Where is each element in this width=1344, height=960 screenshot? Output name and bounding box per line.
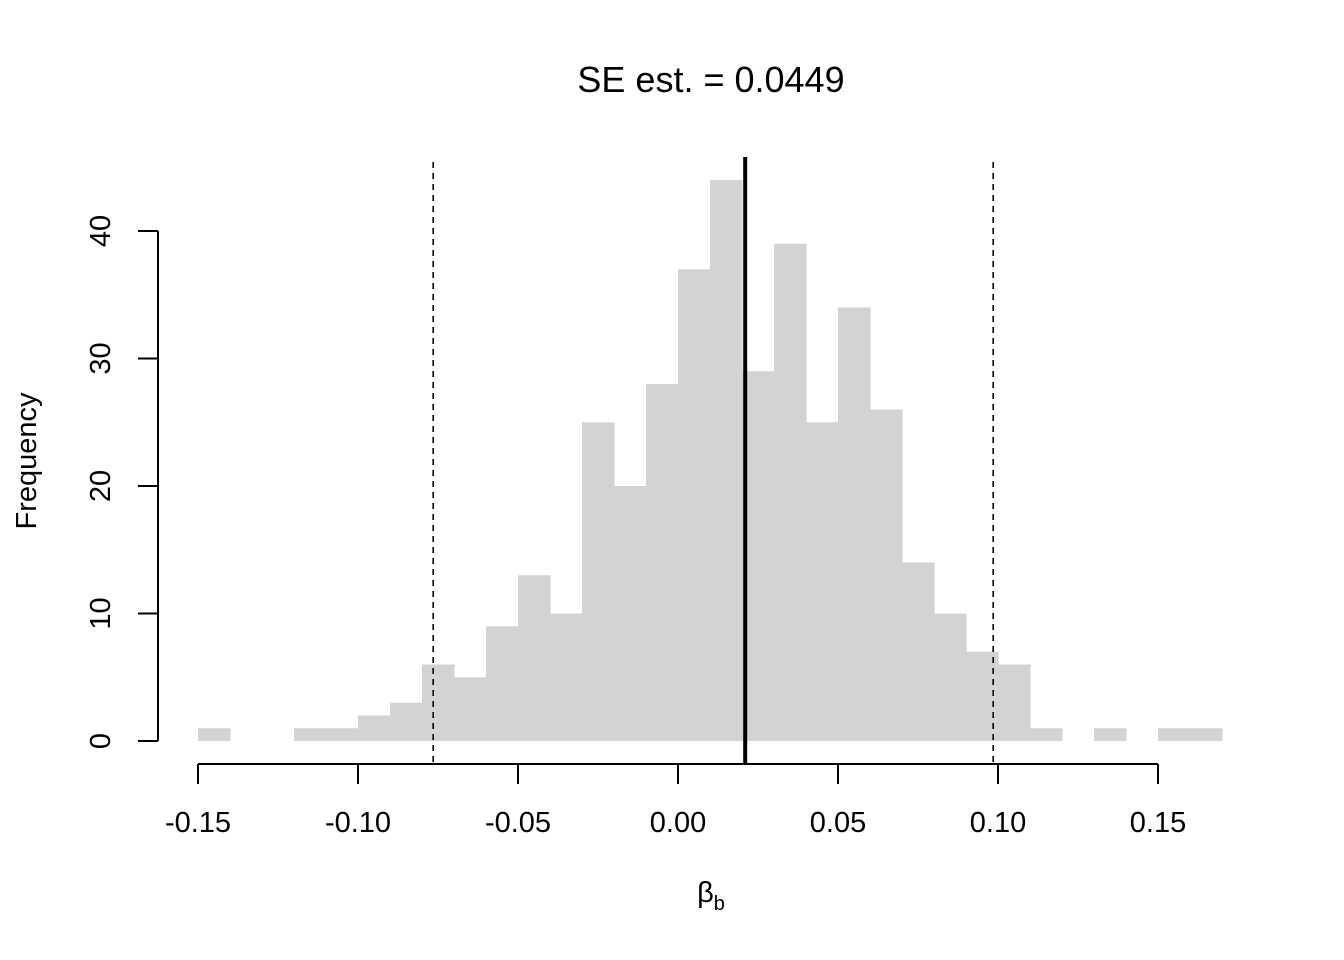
histogram-bar xyxy=(550,613,583,741)
y-axis: 0 10 20 30 40 xyxy=(85,215,159,749)
histogram-bar xyxy=(870,409,903,741)
histogram-bar xyxy=(454,677,487,741)
histogram-bar xyxy=(326,728,359,741)
histogram-bar xyxy=(806,422,839,741)
histogram-bar xyxy=(902,562,935,741)
histogram-bar xyxy=(422,664,455,741)
histogram-bar xyxy=(838,307,871,741)
x-axis-label-symbol: β xyxy=(697,877,714,909)
histogram-bar xyxy=(358,715,391,741)
x-axis-label: βb xyxy=(697,877,725,915)
histogram-bar xyxy=(678,269,711,741)
y-tick-label: 0 xyxy=(85,733,117,749)
x-tick-label: 0.05 xyxy=(810,807,866,839)
histogram-bar xyxy=(710,180,743,741)
histogram-bar xyxy=(518,575,551,741)
histogram-bar xyxy=(998,664,1031,741)
histogram-bar xyxy=(646,384,679,741)
y-tick-label: 10 xyxy=(85,597,117,629)
y-tick-label: 30 xyxy=(85,342,117,374)
histogram-bars xyxy=(198,180,1223,741)
histogram-bar xyxy=(294,728,327,741)
x-tick-label: -0.15 xyxy=(165,807,231,839)
histogram-bar xyxy=(1094,728,1127,741)
x-tick-label: 0.00 xyxy=(650,807,706,839)
y-tick-label: 40 xyxy=(85,215,117,247)
histogram-bar xyxy=(486,626,519,741)
x-axis: -0.15 -0.10 -0.05 0.00 0.05 0.10 0.15 xyxy=(165,763,1186,839)
chart-title: SE est. = 0.0449 xyxy=(577,59,844,100)
histogram-bar xyxy=(582,422,615,741)
histogram-bar xyxy=(774,243,807,741)
histogram-bar xyxy=(390,702,423,741)
x-tick-label: -0.10 xyxy=(325,807,391,839)
histogram-bar xyxy=(742,371,775,741)
histogram-bar xyxy=(1030,728,1063,741)
x-tick-label: -0.05 xyxy=(485,807,551,839)
reference-lines xyxy=(432,157,995,763)
histogram-bar xyxy=(934,613,967,741)
histogram-bar xyxy=(1158,728,1191,741)
y-axis-label: Frequency xyxy=(11,392,43,530)
x-tick-label: 0.15 xyxy=(1130,807,1186,839)
x-axis-label-subscript: b xyxy=(714,893,725,915)
histogram-bar xyxy=(1190,728,1223,741)
histogram-bar xyxy=(614,486,647,741)
x-tick-label: 0.10 xyxy=(970,807,1026,839)
histogram-bar xyxy=(198,728,231,741)
y-tick-label: 20 xyxy=(85,470,117,502)
